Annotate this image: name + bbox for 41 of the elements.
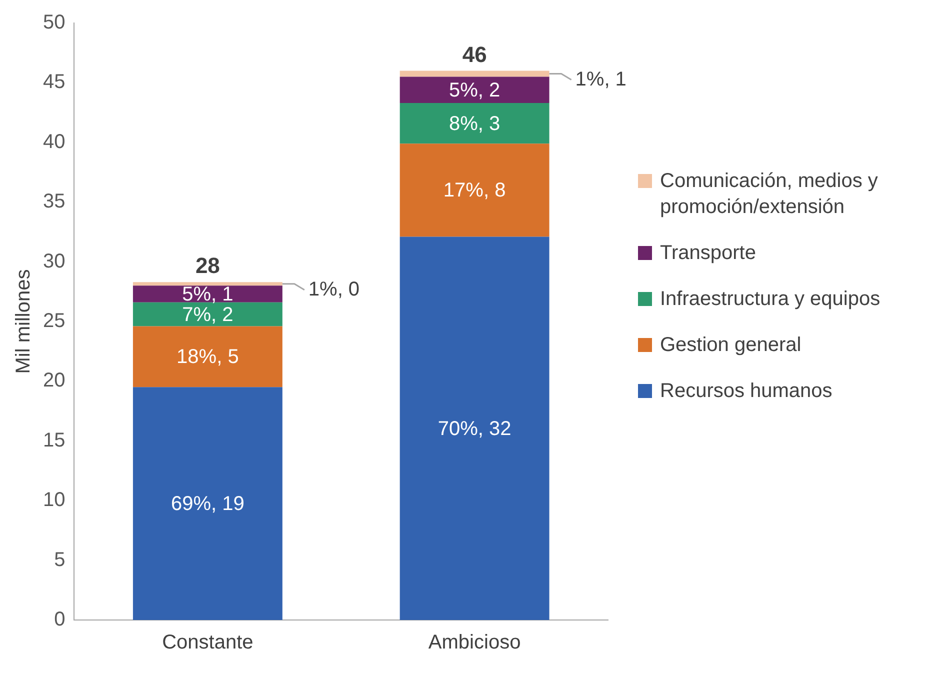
bar <box>132 326 282 388</box>
bar <box>132 387 282 620</box>
bar <box>400 144 550 237</box>
y-tick-label: 30 <box>42 250 66 272</box>
y-tick-label: 35 <box>42 190 66 213</box>
bar <box>132 302 282 326</box>
bar <box>132 282 282 286</box>
y-tick-label: 20 <box>42 370 66 392</box>
total-label: 28 <box>195 253 220 278</box>
total-label: 46 <box>462 42 487 67</box>
legend-label: Infraestructura y equipos <box>660 287 880 312</box>
data-label: 7%, 2 <box>182 304 234 326</box>
bar <box>132 286 282 302</box>
bar <box>400 236 550 620</box>
data-label: 1%, 1 <box>575 68 626 90</box>
legend-label: Comunicación, medios y promoción/extensión <box>660 169 879 220</box>
data-label: 17%, 8 <box>443 180 506 202</box>
y-tick-label: 50 <box>42 12 66 34</box>
data-label: 69%, 19 <box>170 493 244 516</box>
data-label: 8%, 3 <box>448 112 500 135</box>
y-tick-label: 40 <box>42 130 66 153</box>
bar <box>400 70 550 77</box>
legend-label: Recursos humanos <box>660 379 832 404</box>
data-label: 5%, 2 <box>448 79 500 102</box>
y-tick-label: 15 <box>42 429 66 452</box>
y-tick-label: 25 <box>42 310 66 332</box>
data-label: 1%, 0 <box>308 278 360 300</box>
y-axis-title: Mil millones <box>12 269 35 374</box>
bar <box>400 76 550 103</box>
y-tick-label: 10 <box>42 489 66 512</box>
x-tick-label: Constante <box>162 632 254 654</box>
legend-label: Gestion general <box>660 333 802 358</box>
y-tick-label: 45 <box>42 71 66 94</box>
legend-label: Transporte <box>660 241 756 266</box>
y-tick-label: 0 <box>54 608 66 631</box>
data-label: 18%, 5 <box>176 346 239 368</box>
data-label: 70%, 32 <box>438 418 512 440</box>
y-tick-label: 5 <box>54 548 66 571</box>
bar <box>400 103 550 144</box>
x-tick-label: Ambicioso <box>428 632 521 654</box>
data-label: 5%, 1 <box>182 284 234 306</box>
